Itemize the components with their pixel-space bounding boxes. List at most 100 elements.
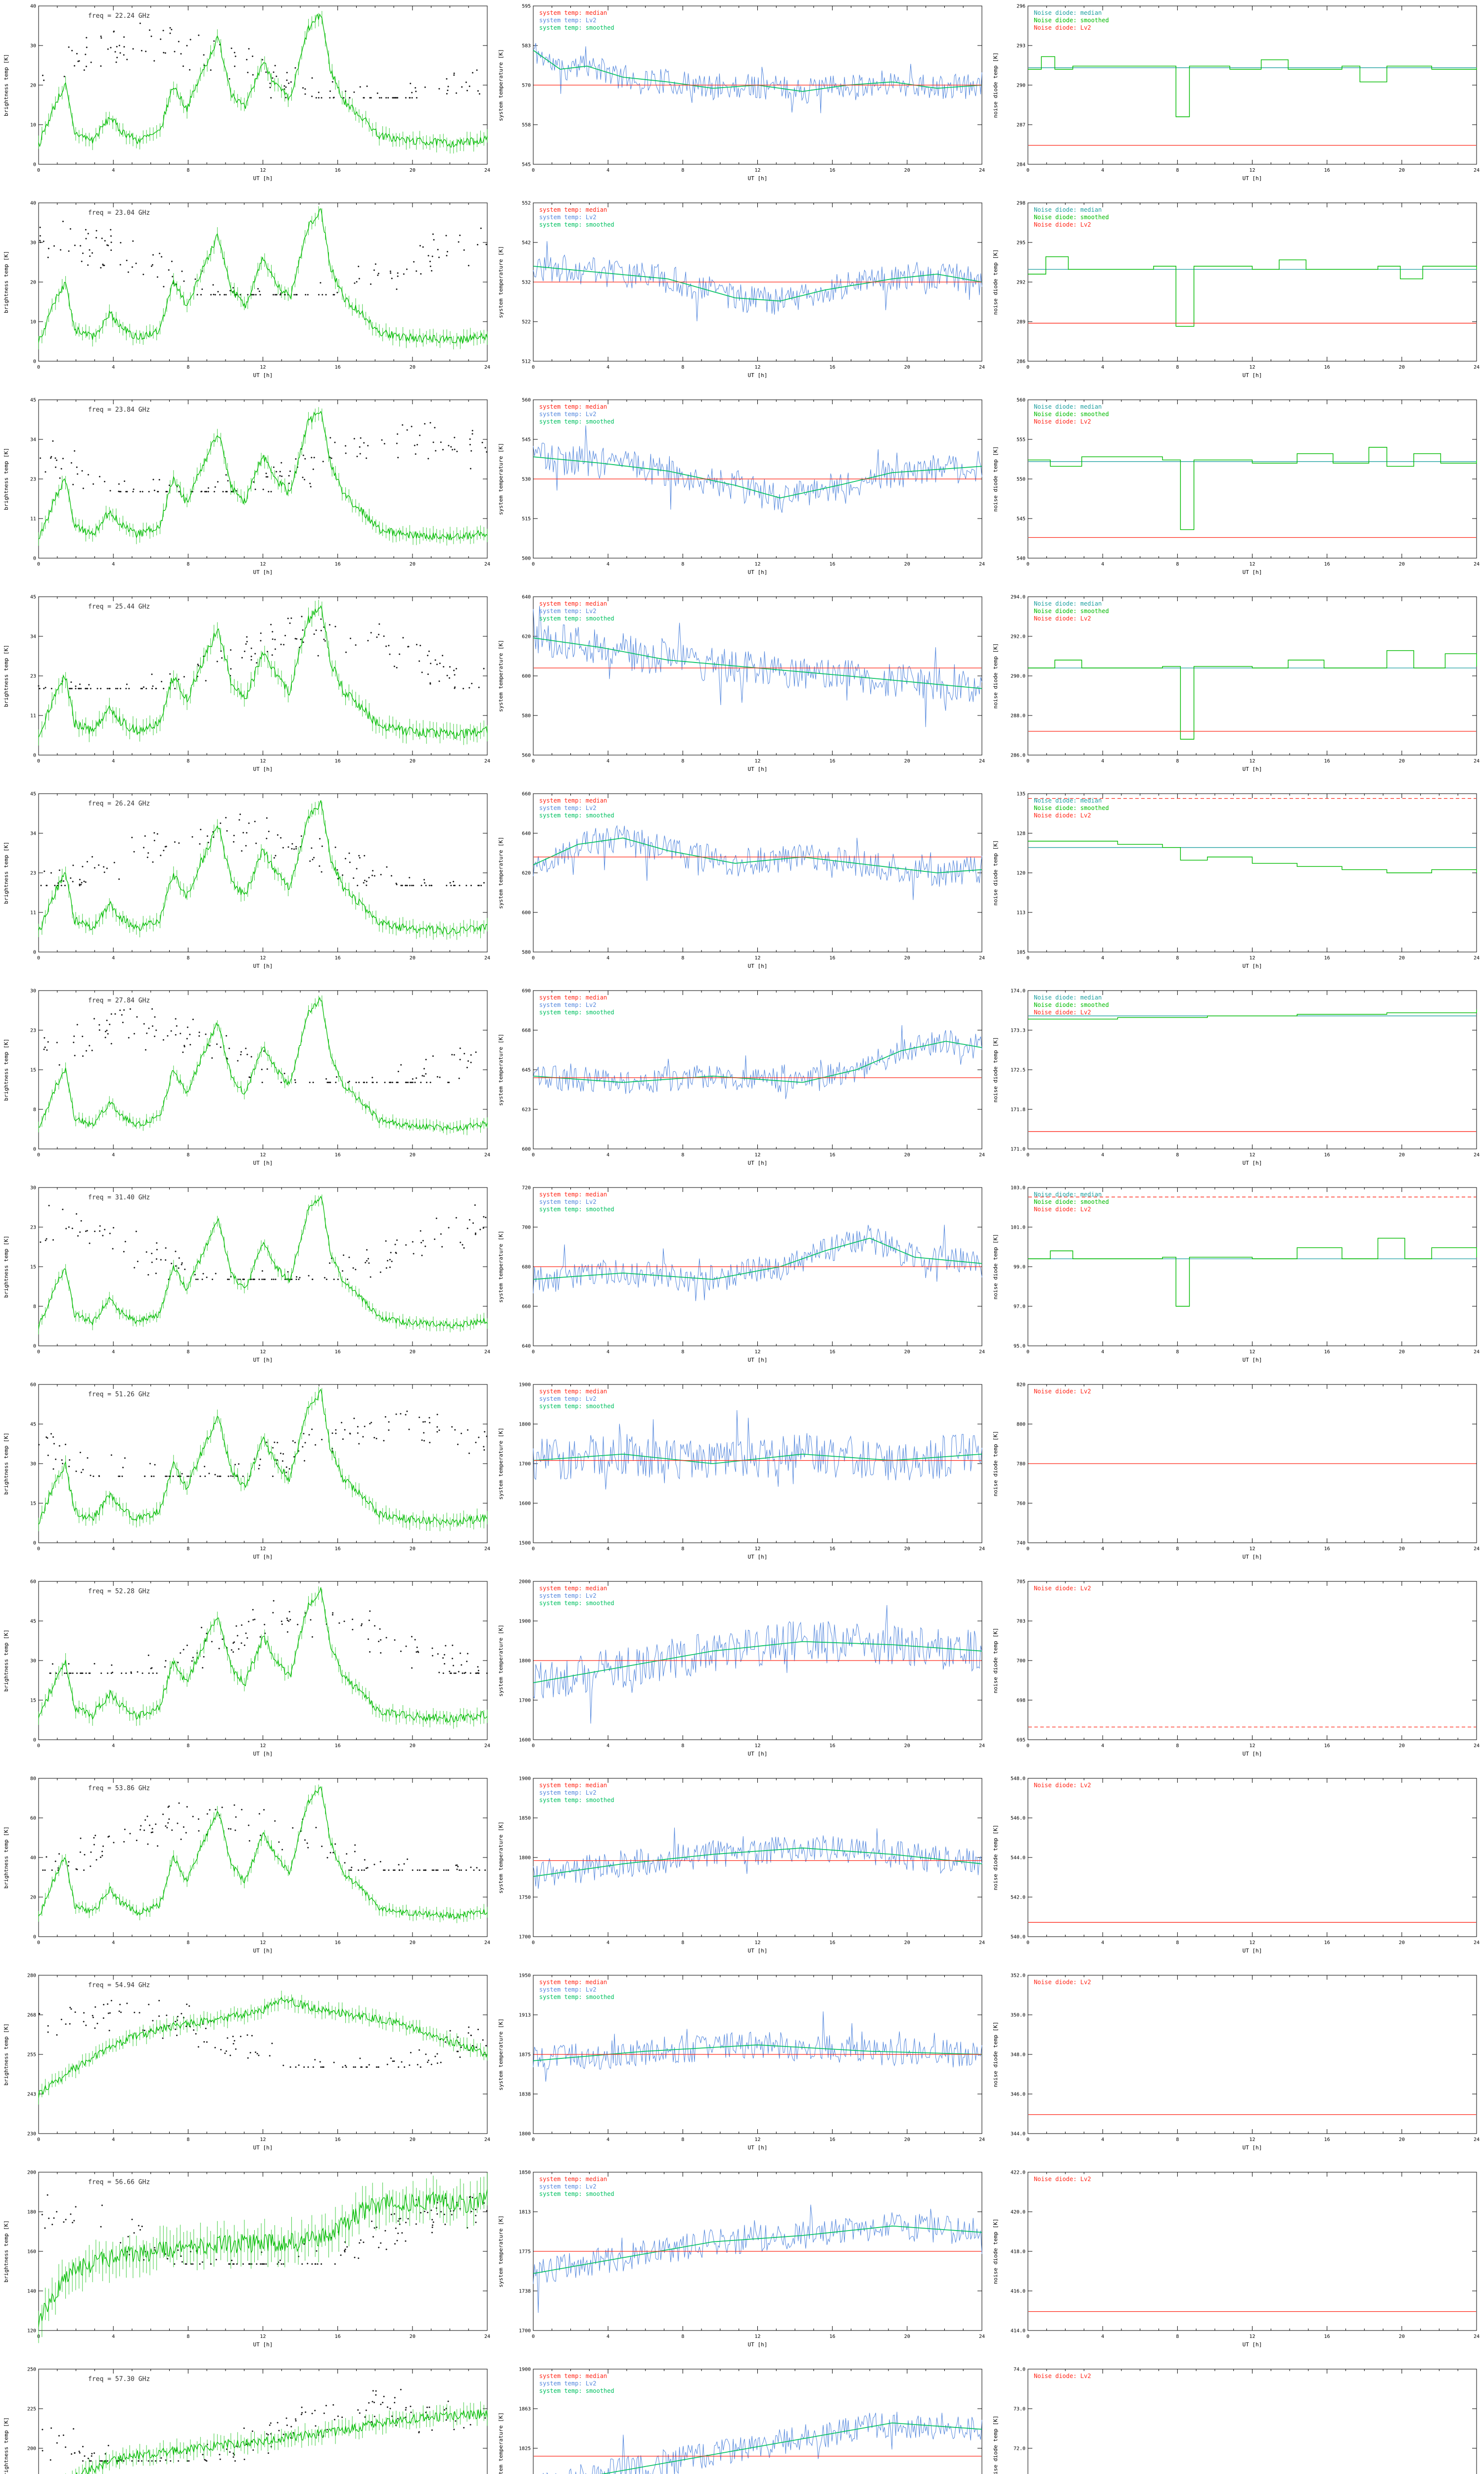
x-tick-label: 12 bbox=[260, 1152, 266, 1158]
x-tick-label: 4 bbox=[606, 2334, 609, 2339]
legend-item: system temp: smoothed bbox=[539, 1797, 614, 1804]
legend-item: system temp: median bbox=[539, 994, 607, 1001]
y-axis-label: brightness temp [K] bbox=[3, 842, 9, 904]
x-tick-label: 8 bbox=[1176, 1940, 1179, 1946]
legend: Noise diode: Lv2 bbox=[1034, 1585, 1091, 1592]
y-tick-label: 1875 bbox=[519, 2052, 531, 2058]
y-tick-label: 700 bbox=[522, 1225, 531, 1231]
spectrum-panel-plot: 0 4 8 12 16 20 24 230 243 255 268 280 UT [h] brightne… bbox=[3, 1973, 490, 2151]
y-tick-label: 540 bbox=[1017, 556, 1025, 562]
y-tick-label: 1800 bbox=[519, 1659, 531, 1664]
legend-item: Noise diode: Lv2 bbox=[1034, 812, 1091, 819]
x-axis-label: UT [h] bbox=[253, 372, 273, 379]
y-tick-label: 103.0 bbox=[1011, 1186, 1025, 1191]
x-tick-label: 8 bbox=[186, 1743, 189, 1749]
legend-item: system temp: median bbox=[539, 206, 607, 213]
error-bars bbox=[38, 1387, 488, 1531]
spectrum-panel: 0 4 8 12 16 20 24 0 10 20 30 40 UT [h] brightness tem… bbox=[0, 197, 495, 394]
y-tick-label: 1700 bbox=[519, 1698, 531, 1704]
y-tick-label: 580 bbox=[522, 950, 531, 955]
legend-item: system temp: median bbox=[539, 403, 607, 410]
x-tick-label: 20 bbox=[904, 2334, 910, 2339]
legend-item: system temp: Lv2 bbox=[539, 17, 597, 24]
noise-diode-panel-plot: 0 4 8 12 16 20 24 695 698 700 703 705 UT [h] noise di… bbox=[992, 1579, 1480, 1758]
x-tick-label: 24 bbox=[979, 562, 985, 567]
x-tick-label: 16 bbox=[335, 1152, 341, 1158]
legend-item: system temp: smoothed bbox=[539, 615, 614, 622]
x-tick-label: 24 bbox=[484, 168, 490, 173]
x-tick-label: 16 bbox=[335, 1743, 341, 1749]
x-tick-label: 20 bbox=[1399, 168, 1405, 173]
y-tick-label: 545 bbox=[1017, 517, 1025, 522]
y-tick-label: 99.0 bbox=[1014, 1265, 1025, 1270]
legend-item: system temp: smoothed bbox=[539, 1009, 614, 1016]
x-axis-label: UT [h] bbox=[748, 372, 768, 379]
x-tick-label: 4 bbox=[606, 1940, 609, 1946]
y-tick-label: 30 bbox=[30, 989, 36, 994]
x-tick-label: 24 bbox=[1474, 2334, 1480, 2339]
error-bars bbox=[38, 995, 488, 1136]
y-tick-label: 60 bbox=[30, 1816, 36, 1821]
y-tick-label: 97.0 bbox=[1014, 1304, 1025, 1310]
x-tick-label: 8 bbox=[681, 168, 684, 173]
y-axis-label: noise diode temp [K] bbox=[992, 1628, 999, 1693]
y-tick-label: 255 bbox=[27, 2052, 36, 2058]
x-tick-label: 8 bbox=[1176, 365, 1179, 370]
y-tick-label: 414.0 bbox=[1011, 2329, 1025, 2334]
y-tick-label: 515 bbox=[522, 517, 531, 522]
x-tick-label: 24 bbox=[484, 2137, 490, 2142]
x-tick-label: 8 bbox=[681, 1152, 684, 1158]
axes bbox=[1027, 1975, 1477, 2134]
y-tick-label: 703 bbox=[1017, 1619, 1025, 1624]
axes bbox=[1027, 1384, 1477, 1543]
x-tick-label: 24 bbox=[1474, 955, 1480, 961]
y-tick-label: 346.0 bbox=[1011, 2092, 1025, 2097]
series-line bbox=[533, 1827, 982, 1889]
x-axis-label: UT [h] bbox=[1243, 175, 1262, 182]
series-line bbox=[38, 1195, 488, 1330]
y-tick-label: 250 bbox=[27, 2367, 36, 2373]
legend-item: Noise diode: smoothed bbox=[1034, 805, 1109, 811]
x-axis-label: UT [h] bbox=[253, 2341, 273, 2348]
x-tick-label: 16 bbox=[1324, 365, 1330, 370]
x-tick-label: 20 bbox=[1399, 1546, 1405, 1552]
legend: Noise diode: Lv2 bbox=[1034, 1388, 1091, 1395]
x-tick-label: 4 bbox=[606, 955, 609, 961]
y-tick-label: 555 bbox=[1017, 437, 1025, 443]
series-line bbox=[533, 1605, 982, 1724]
legend-item: Noise diode: Lv2 bbox=[1034, 2176, 1091, 2183]
system-temp-panel: 0 4 8 12 16 20 24 545 558 570 583 595 UT [h] system t… bbox=[495, 0, 989, 197]
error-bars bbox=[38, 1194, 488, 1335]
legend-item: Noise diode: Lv2 bbox=[1034, 1979, 1091, 1986]
x-tick-label: 20 bbox=[410, 1349, 416, 1355]
x-axis-label: UT [h] bbox=[1243, 2144, 1262, 2151]
system-temp-panel: 0 4 8 12 16 20 24 512 522 532 542 552 UT [h] system t… bbox=[495, 197, 989, 394]
y-tick-label: 23 bbox=[30, 1225, 36, 1231]
y-axis-label: system temperature [K] bbox=[498, 640, 504, 712]
x-tick-label: 24 bbox=[1474, 1743, 1480, 1749]
y-tick-label: 40 bbox=[30, 201, 36, 206]
legend-item: Noise diode: Lv2 bbox=[1034, 1585, 1091, 1592]
x-tick-label: 8 bbox=[186, 955, 189, 961]
system-temp-panel: 0 4 8 12 16 20 24 1600 1700 1800 1900 2000 UT [h] sys… bbox=[495, 1575, 989, 1772]
spectrum-panel: 0 4 8 12 16 20 24 0 15 30 45 60 UT [h] brightness tem… bbox=[0, 1379, 495, 1575]
legend-item: system temp: smoothed bbox=[539, 24, 614, 31]
x-tick-label: 16 bbox=[1324, 1743, 1330, 1749]
series-line bbox=[76, 2409, 488, 2474]
y-tick-label: 545 bbox=[522, 162, 531, 168]
y-tick-label: 550 bbox=[1017, 477, 1025, 482]
x-tick-label: 4 bbox=[112, 562, 115, 567]
y-axis-label: system temperature [K] bbox=[498, 1231, 504, 1303]
system-temp-panel: 0 4 8 12 16 20 24 640 660 680 700 720 UT [h] system t… bbox=[495, 1182, 989, 1379]
y-tick-label: 45 bbox=[30, 398, 36, 403]
y-axis-label: brightness temp [K] bbox=[3, 2417, 9, 2474]
x-tick-label: 4 bbox=[112, 168, 115, 173]
x-tick-label: 8 bbox=[1176, 2137, 1179, 2142]
y-tick-label: 160 bbox=[27, 2249, 36, 2255]
x-tick-label: 8 bbox=[186, 365, 189, 370]
y-tick-label: 720 bbox=[522, 1186, 531, 1191]
x-tick-label: 20 bbox=[410, 1743, 416, 1749]
